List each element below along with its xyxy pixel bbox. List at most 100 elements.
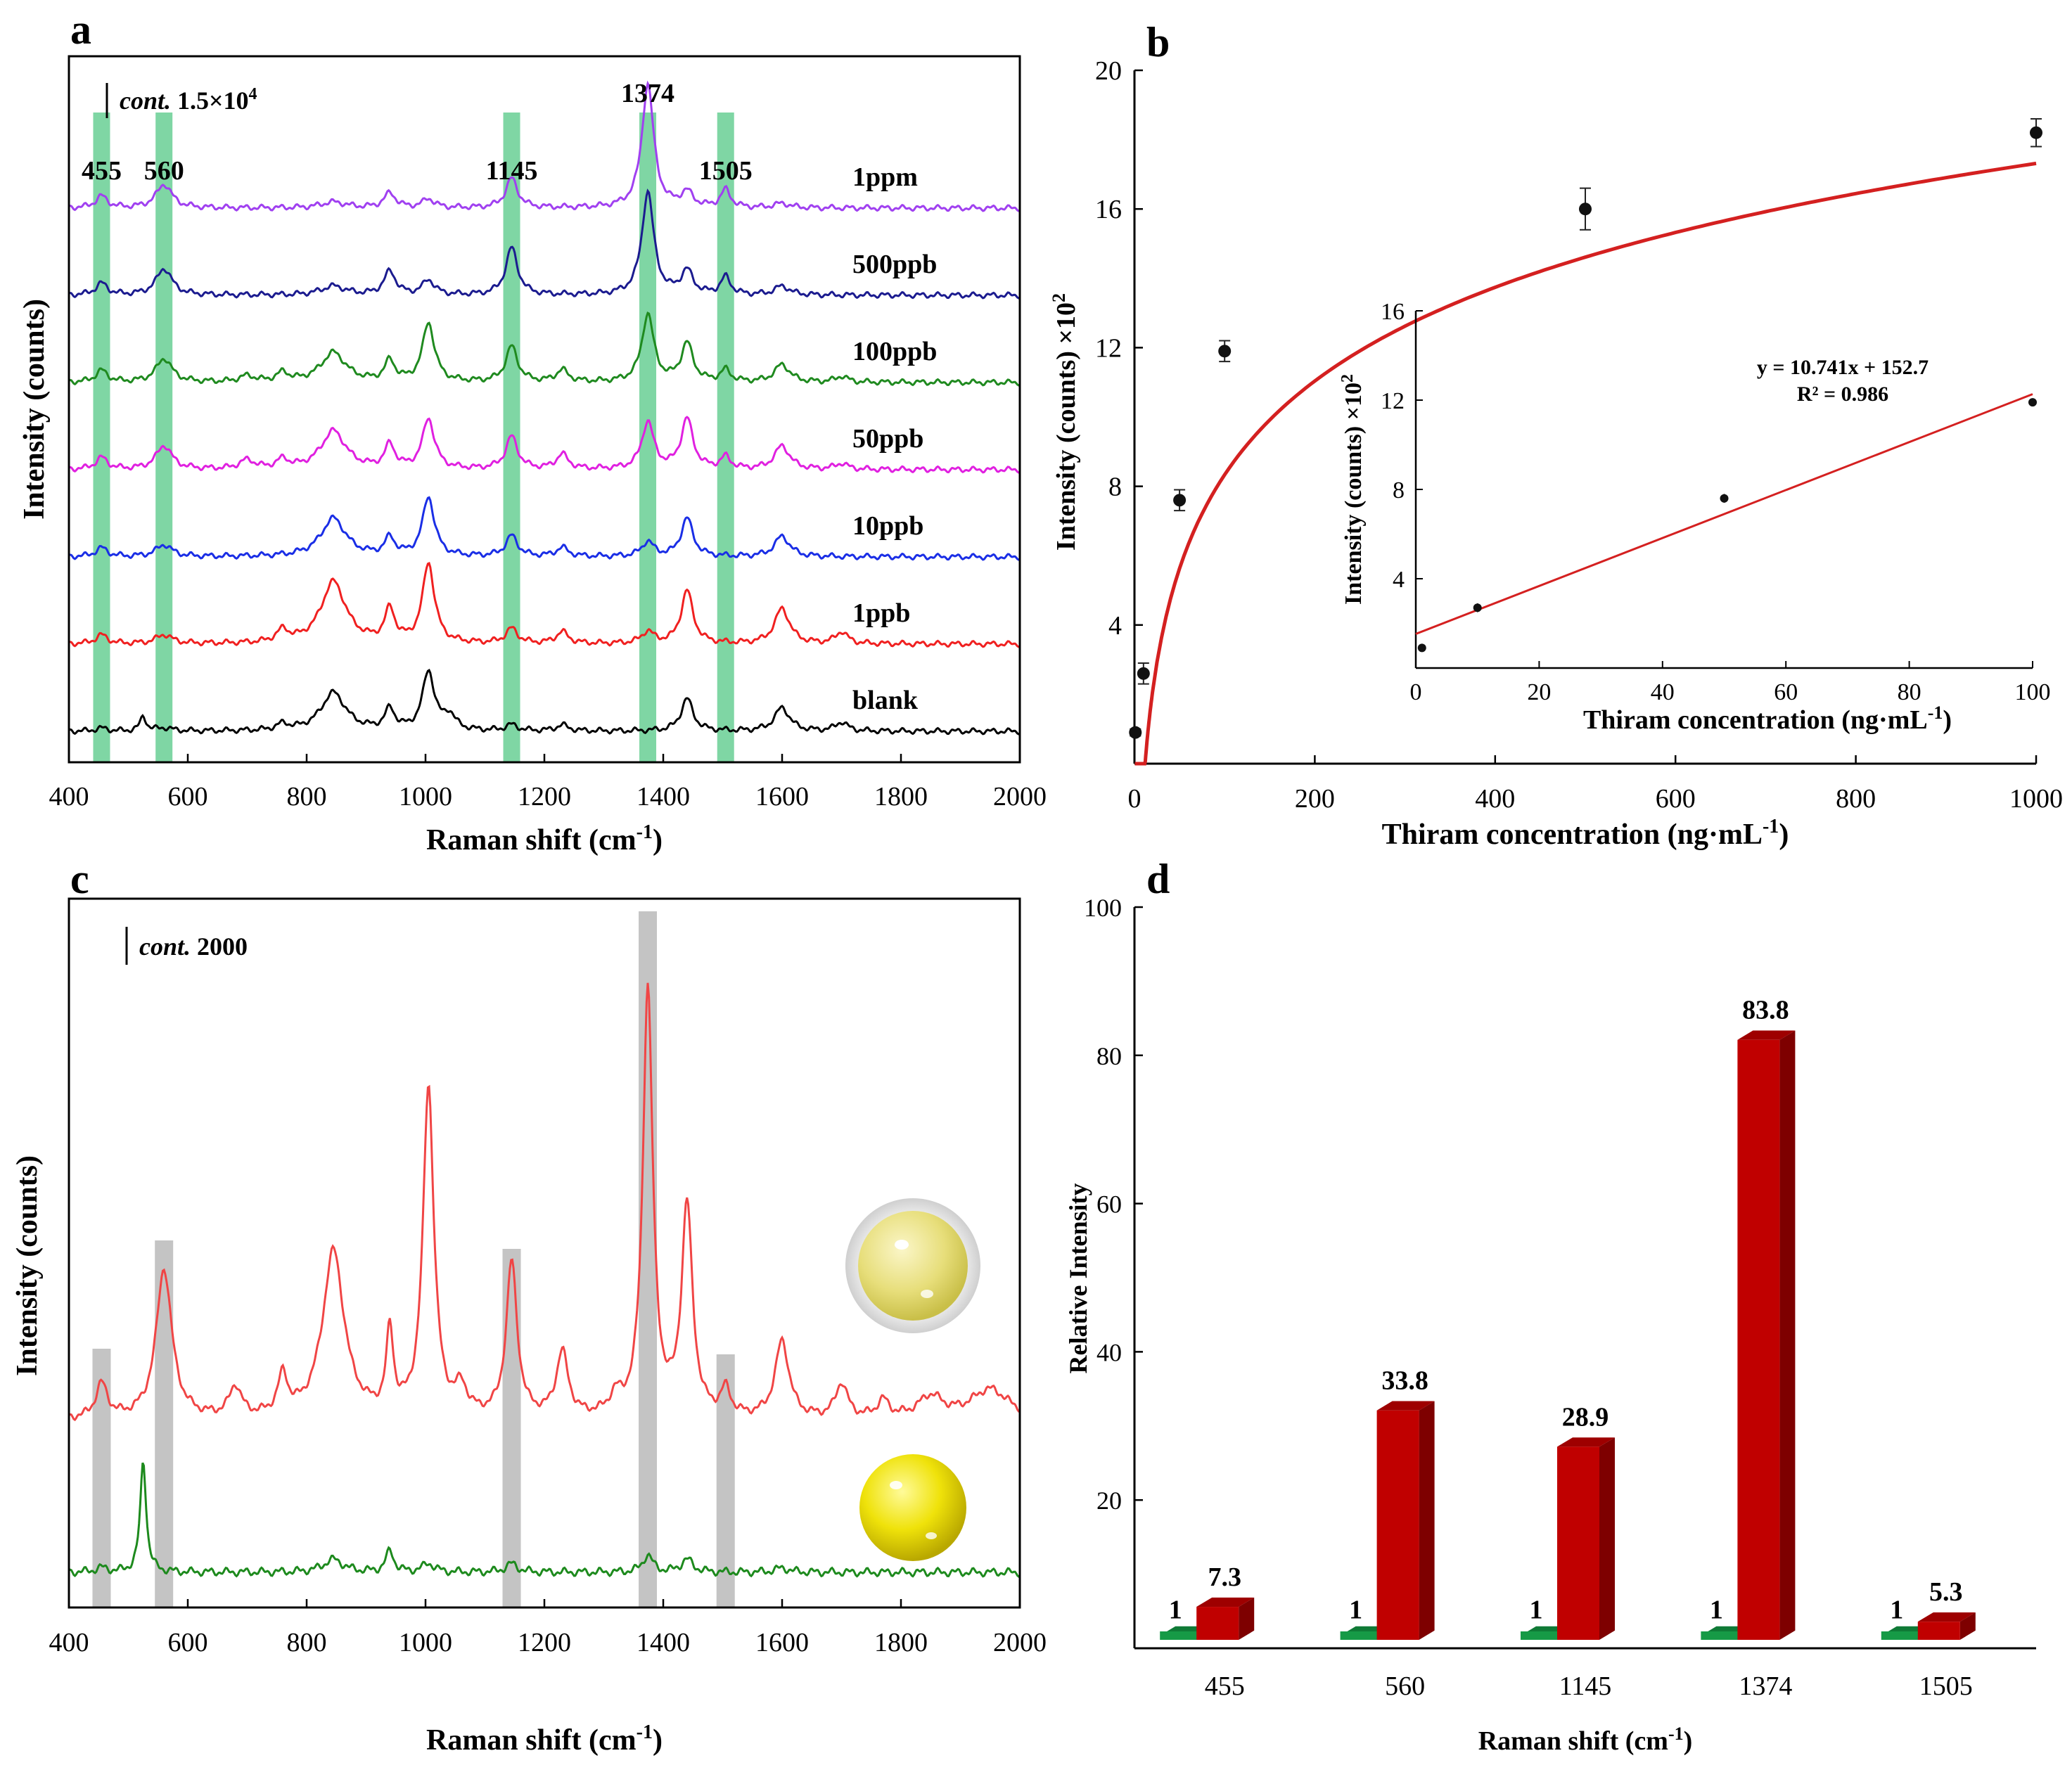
b-inset-r2: R² = 0.986 [1797, 383, 1888, 406]
panel-c: 400 600 800 1000 1200 1400 1600 1800 2000 cont. … [11, 897, 1047, 1757]
b-x-tick-label: 200 [1295, 784, 1335, 814]
b-inset-x-axis-title: Thiram concentration (ng·mL-1) [1583, 702, 1952, 735]
b-x-axis-title: Thiram concentration (ng·mL-1) [1382, 816, 1789, 851]
b-inset-data-point [1417, 643, 1426, 653]
b-inset-x-tick-label: 20 [1527, 679, 1551, 705]
d-y-axis-title: Relative Intensity [1064, 1183, 1092, 1374]
a-highlight-band [155, 113, 173, 762]
a-band-label: 1145 [486, 156, 538, 186]
d-bar-enhanced-top [1917, 1612, 1976, 1622]
d-bar-reference-face [1521, 1631, 1564, 1640]
d-bar-reference-face [1701, 1631, 1745, 1640]
d-bar-enhanced [1376, 1410, 1419, 1640]
b-inset-data-point [2028, 398, 2037, 407]
c-x-tick-label: 1800 [874, 1628, 928, 1657]
b-inset-data-point [1720, 494, 1729, 503]
a-scale-label: cont. 1.5×104 [120, 85, 257, 115]
a-highlight-band [717, 113, 734, 762]
a-band-label: 455 [82, 156, 122, 186]
b-y-tick-label: 16 [1095, 195, 1122, 224]
d-y-tick-label: 40 [1096, 1338, 1122, 1366]
d-bar-enhanced-side [1239, 1597, 1255, 1640]
b-inset-x-tick-label: 80 [1898, 679, 1921, 705]
b-inset-equation: y = 10.741x + 152.7 [1757, 356, 1929, 379]
a-x-tick-label: 800 [287, 782, 327, 811]
b-fit-curve [1134, 161, 2037, 766]
d-bar-enhanced-label: 5.3 [1929, 1577, 1963, 1607]
bare-particle-icon [859, 1454, 966, 1561]
d-bar-enhanced [1737, 1039, 1780, 1640]
a-x-tick-label: 1600 [755, 782, 809, 811]
d-bar-reference-label: 1 [1530, 1595, 1543, 1624]
b-y-axis-title: Intensity (counts) ×102 [1049, 293, 1081, 551]
a-spectrum-line [68, 669, 1021, 736]
panel-label-c: c [70, 856, 89, 902]
a-x-tick-label: 1200 [518, 782, 571, 811]
b-y-tick-label: 4 [1108, 611, 1122, 641]
d-bar-enhanced-label: 33.8 [1381, 1366, 1428, 1396]
a-x-tick-label: 2000 [993, 782, 1047, 811]
d-x-tick-label: 560 [1385, 1671, 1425, 1701]
a-x-tick-label: 1400 [637, 782, 690, 811]
a-series-label: 500ppb [852, 250, 937, 279]
b-inset-y-tick-label: 8 [1393, 477, 1405, 503]
b-data-point [1218, 345, 1232, 358]
b-inset-x-tick-label: 40 [1651, 679, 1675, 705]
a-x-axis-title: Raman shift (cm-1) [426, 821, 663, 856]
a-x-tick-label: 1000 [399, 782, 452, 811]
d-bar-enhanced-label: 83.8 [1742, 996, 1789, 1025]
d-bar-enhanced-label: 28.9 [1562, 1402, 1609, 1432]
a-series-label: 1ppb [852, 598, 910, 628]
b-inset-y-tick-label: 12 [1381, 388, 1405, 414]
a-spectrum-line [68, 416, 1021, 474]
a-highlight-band [93, 113, 110, 762]
d-bar-reference-face [1881, 1631, 1925, 1640]
c-x-tick-label: 400 [49, 1628, 89, 1657]
d-x-tick-label: 1145 [1559, 1671, 1612, 1701]
panel-a: 400 600 800 1000 1200 1400 1600 1800 2000 455 560… [18, 55, 1047, 856]
b-inset-y-axis-title: Intensity (counts) ×102 [1338, 374, 1367, 605]
b-y-tick-label: 8 [1108, 473, 1122, 502]
b-data-point [1173, 494, 1187, 507]
a-spectrum-line [68, 188, 1021, 300]
core-shell-particle-icon [845, 1198, 980, 1333]
d-bar-enhanced-label: 7.3 [1208, 1562, 1241, 1592]
a-band-label: 560 [144, 156, 184, 186]
a-series-label: 50ppb [852, 424, 923, 454]
a-x-tick-label: 1800 [874, 782, 928, 811]
d-x-tick-label: 1505 [1919, 1671, 1973, 1701]
c-spectrum-line [68, 1462, 1021, 1579]
a-spectrum-line [68, 496, 1021, 561]
a-spectrum-line [68, 561, 1021, 648]
c-x-tick-label: 1200 [518, 1628, 571, 1657]
b-inset-x-tick-label: 100 [2015, 679, 2051, 705]
c-highlight-band [155, 1240, 174, 1607]
b-x-tick-label: 400 [1475, 784, 1515, 814]
b-data-point [1137, 667, 1150, 680]
d-bar-enhanced-side [1959, 1612, 1976, 1640]
b-inset-fit-line [1415, 393, 2033, 635]
a-band-label: 1374 [621, 79, 674, 108]
c-spectrum-line [68, 982, 1021, 1422]
d-y-tick-label: 100 [1084, 894, 1122, 922]
panel-b: 0 200 400 600 800 1000 4 8 12 16 20 0 20 40 60 80 100 4 8… [1049, 56, 2063, 851]
d-bar-enhanced [1196, 1607, 1239, 1640]
b-inset-y-tick-label: 4 [1393, 567, 1405, 593]
d-y-tick-label: 60 [1096, 1190, 1122, 1219]
b-inset-data-point [1473, 603, 1482, 612]
c-highlight-band [502, 1249, 521, 1607]
a-x-tick-label: 400 [49, 782, 89, 811]
c-x-tick-label: 800 [287, 1628, 327, 1657]
d-bar-reference-label: 1 [1169, 1595, 1182, 1624]
b-data-point [2030, 126, 2042, 139]
d-x-axis-title: Raman shift (cm-1) [1478, 1724, 1693, 1756]
b-x-tick-label: 1000 [2009, 784, 2063, 814]
a-highlight-band [503, 113, 520, 762]
a-y-axis-title: Intensity (counts) [18, 299, 51, 520]
a-series-label: 10ppb [852, 511, 923, 541]
c-highlight-band [716, 1354, 735, 1607]
d-y-tick-label: 80 [1096, 1042, 1122, 1070]
d-bar-enhanced [1917, 1622, 1960, 1640]
c-x-axis-title: Raman shift (cm-1) [426, 1721, 663, 1757]
